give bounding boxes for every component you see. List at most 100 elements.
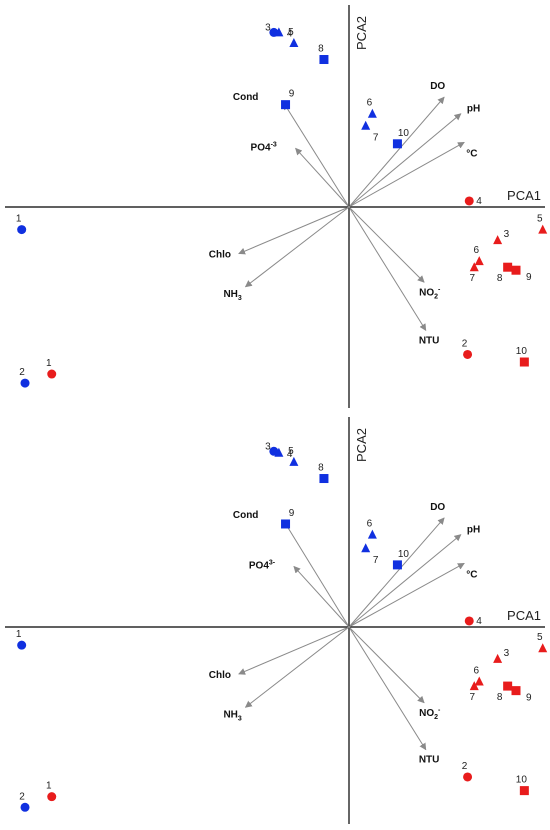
- loading-label: NO2-: [419, 707, 441, 721]
- loading-arrow: [348, 626, 427, 751]
- data-point: [17, 225, 27, 235]
- loading-label: NH3: [223, 289, 241, 302]
- loading-arrow: [238, 626, 350, 675]
- data-point-label: 5: [537, 632, 543, 643]
- data-point: [289, 37, 299, 47]
- data-point: [474, 676, 484, 686]
- data-point: [519, 786, 529, 796]
- data-point: [493, 653, 503, 663]
- loading-arrow: [348, 626, 425, 704]
- data-point: [289, 456, 299, 466]
- data-point: [503, 262, 513, 272]
- data-point-label: 2: [19, 367, 25, 378]
- data-point: [503, 681, 513, 691]
- loading-arrow: [348, 517, 445, 628]
- data-point-label: 5: [288, 27, 294, 38]
- data-point-label: 6: [367, 98, 373, 109]
- x-axis-title: PCA1: [507, 188, 541, 203]
- data-point-label: 7: [373, 133, 379, 144]
- loading-label: NO2-: [419, 286, 441, 300]
- data-point: [319, 55, 329, 65]
- data-point-label: 3: [265, 22, 271, 33]
- loading-arrow: [238, 206, 350, 255]
- data-point: [319, 474, 329, 484]
- data-point: [274, 447, 284, 457]
- loading-arrow: [244, 206, 350, 288]
- data-point: [464, 616, 474, 626]
- data-point: [463, 349, 473, 359]
- data-point-label: 4: [287, 28, 293, 39]
- data-point-label: 9: [526, 693, 532, 704]
- data-point: [281, 100, 291, 110]
- data-point: [493, 235, 503, 245]
- data-point-label: 7: [469, 692, 475, 703]
- data-point: [17, 640, 27, 650]
- loading-arrow: [295, 147, 350, 208]
- data-point: [538, 224, 548, 234]
- data-point-label: 9: [289, 508, 295, 519]
- y-axis-title: PCA2: [354, 428, 369, 462]
- loading-arrow: [348, 96, 445, 208]
- data-point-label: 4: [476, 196, 482, 207]
- data-point-label: 9: [526, 272, 532, 283]
- loading-label: °C: [466, 148, 477, 159]
- data-point-label: 10: [398, 128, 410, 139]
- data-point-label: 1: [16, 214, 22, 225]
- data-point-label: 2: [462, 338, 468, 349]
- data-point-label: 1: [16, 629, 22, 640]
- data-point: [367, 108, 377, 118]
- data-point-label: 4: [476, 616, 482, 627]
- data-point-label: 2: [462, 761, 468, 772]
- data-point: [367, 529, 377, 539]
- loading-arrow: [348, 562, 465, 628]
- loading-label: °C: [466, 569, 477, 580]
- data-point: [47, 369, 57, 379]
- data-point: [519, 357, 529, 367]
- data-point-label: 6: [473, 666, 479, 677]
- loading-label: Cond: [233, 92, 259, 103]
- data-point-label: 3: [504, 229, 510, 240]
- loading-label: pH: [467, 525, 480, 536]
- data-point: [47, 792, 57, 802]
- data-point: [20, 378, 30, 388]
- loading-label: pH: [467, 104, 480, 115]
- data-point-label: 10: [398, 549, 410, 560]
- y-axis-title: PCA2: [354, 16, 369, 50]
- data-point: [538, 643, 548, 653]
- data-point: [281, 519, 291, 529]
- loading-arrow: [293, 565, 350, 628]
- loading-label: PO43-: [249, 559, 276, 571]
- loading-label: Cond: [233, 510, 259, 521]
- data-point-label: 2: [19, 791, 25, 802]
- data-point-label: 9: [289, 89, 295, 100]
- loading-label: NTU: [419, 755, 440, 766]
- data-point-label: 7: [373, 555, 379, 566]
- loading-arrow: [283, 102, 350, 208]
- data-point: [511, 686, 521, 696]
- data-point-label: 5: [537, 214, 543, 225]
- data-point: [274, 27, 284, 37]
- loading-label: NH3: [223, 709, 241, 722]
- loading-label: PO4-3: [251, 141, 277, 153]
- data-point: [20, 802, 30, 812]
- data-point: [361, 120, 371, 130]
- data-point: [474, 256, 484, 266]
- data-point-label: 5: [288, 446, 294, 457]
- data-point-label: 8: [497, 692, 503, 703]
- data-point-label: 6: [367, 519, 373, 530]
- loading-label: DO: [430, 502, 445, 513]
- x-axis-title: PCA1: [507, 608, 541, 623]
- data-point: [463, 772, 473, 782]
- data-point-label: 8: [497, 273, 503, 284]
- data-point: [464, 196, 474, 206]
- loading-arrow: [244, 626, 350, 708]
- data-point: [392, 560, 402, 570]
- loading-arrow: [348, 141, 465, 208]
- loading-label: NTU: [419, 335, 440, 346]
- data-point: [392, 139, 402, 149]
- data-point: [469, 262, 479, 272]
- data-point-label: 6: [473, 245, 479, 256]
- data-point-label: 8: [318, 44, 324, 55]
- data-point-label: 8: [318, 463, 324, 474]
